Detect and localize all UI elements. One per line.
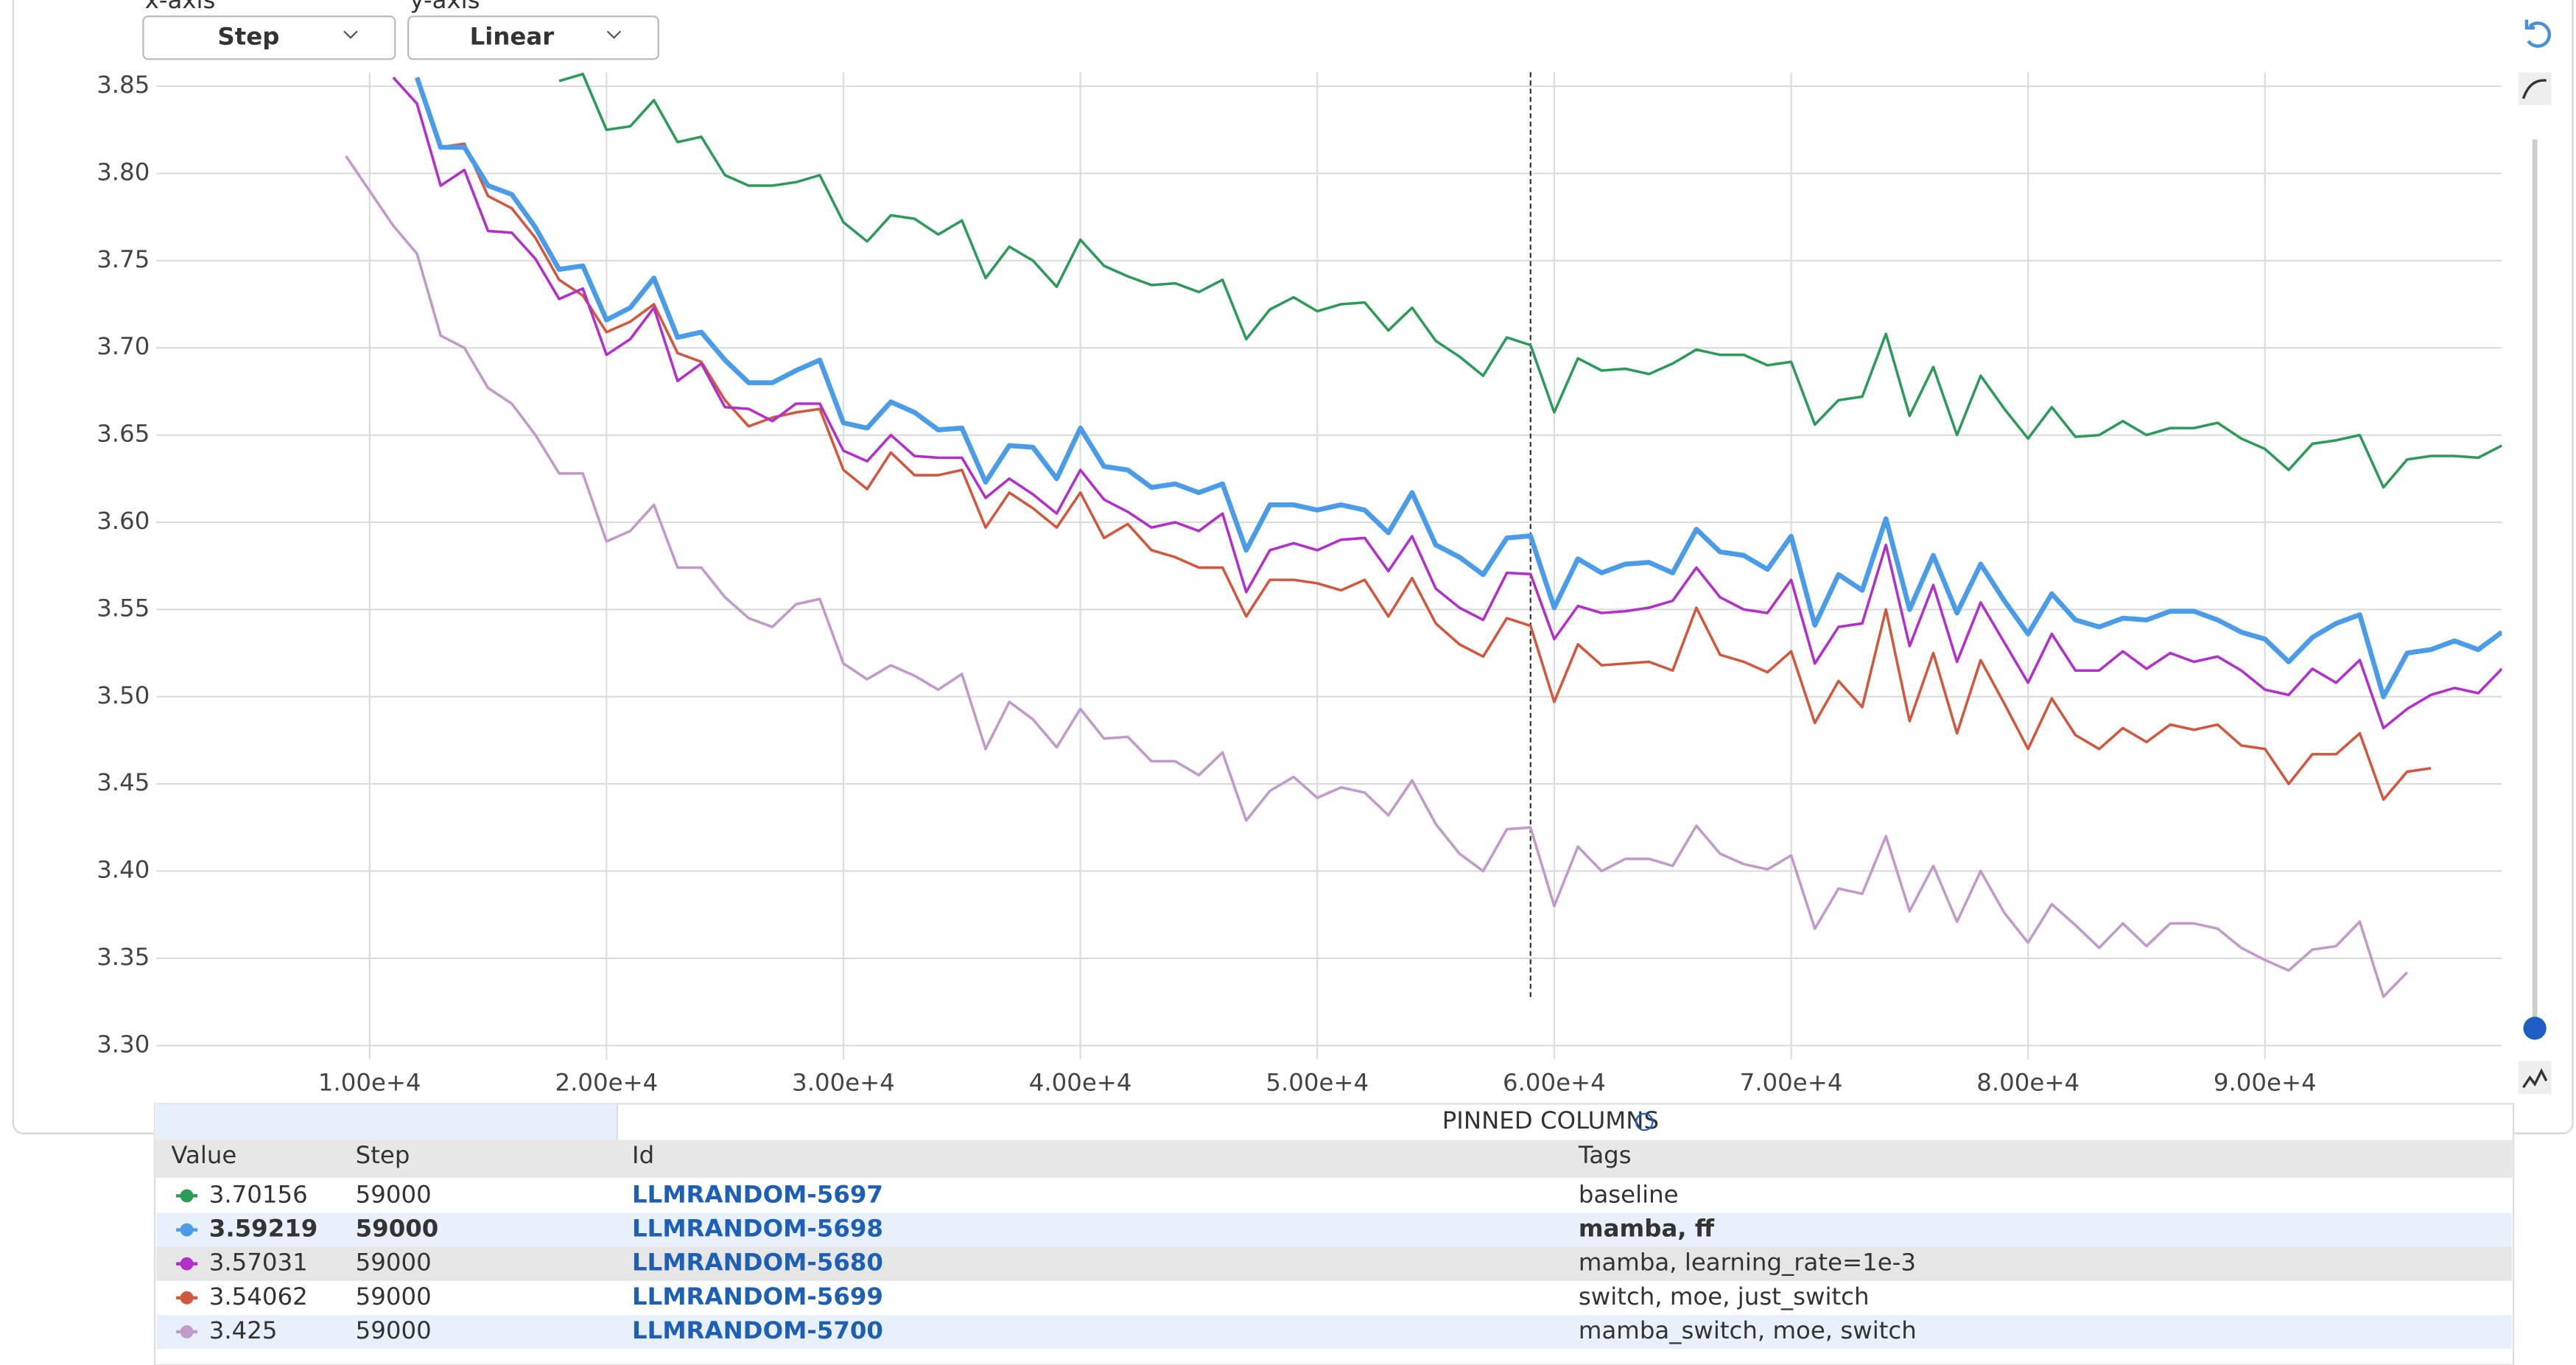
cell-value: 3.54062 <box>209 1282 308 1310</box>
header: Step <box>356 1141 410 1169</box>
header: Tags <box>1578 1141 1632 1169</box>
cell-value: 3.425 <box>209 1316 278 1344</box>
cell-id[interactable]: LLMRANDOM-5680 <box>632 1249 883 1277</box>
cell-tags: switch, moe, just_switch <box>1579 1282 1870 1310</box>
table-row: 3.57031 59000 LLMRANDOM-5680 mamba, learnin… <box>156 1246 2512 1281</box>
y-tick-label: 3.80 <box>96 158 150 186</box>
header: Value <box>171 1141 236 1169</box>
cell-step: 59000 <box>356 1282 432 1310</box>
chevron <box>343 30 358 39</box>
x-tick-label: 4.00e+4 <box>1029 1069 1132 1097</box>
cell-step: 59000 <box>356 1249 432 1277</box>
slider-handle[interactable] <box>2523 1017 2547 1040</box>
series-line <box>414 77 2502 700</box>
chevron <box>606 30 622 39</box>
y-tick-label: 3.75 <box>96 245 150 273</box>
cell-value: 3.70156 <box>209 1180 308 1208</box>
reset-icon[interactable] <box>2524 19 2551 48</box>
x-tick-label: 5.00e+4 <box>1266 1069 1369 1097</box>
smooth-icon <box>2521 79 2547 99</box>
x-axis-value: Step <box>217 22 279 50</box>
cell-id[interactable]: LLMRANDOM-5699 <box>632 1282 883 1310</box>
y-tick-label: 3.50 <box>96 681 150 709</box>
y-tick-label: 3.40 <box>96 856 150 884</box>
pinned-table: PINNED COLUMNS Value Step Id Tags 3.7015… <box>153 1103 2515 1365</box>
row-bg <box>156 1246 2512 1281</box>
legend-dot <box>180 1189 194 1203</box>
series-line <box>415 77 2432 801</box>
legend-dot <box>180 1291 194 1305</box>
series-line <box>392 77 2502 730</box>
cell-tags: mamba, ff <box>1579 1215 1715 1243</box>
y-tick-label: 3.45 <box>96 768 150 796</box>
x-axis-select[interactable] <box>142 15 396 60</box>
info-icon[interactable] <box>1635 1112 1654 1131</box>
table-row: 3.70156 59000 LLMRANDOM-5697 baseline <box>156 1179 2512 1213</box>
row-bg <box>156 1179 2512 1213</box>
y-tick-label: 3.55 <box>96 594 150 622</box>
header: Id <box>632 1141 654 1169</box>
x-axis-label: x-axis <box>145 0 216 14</box>
raw-button[interactable] <box>2518 1061 2552 1095</box>
legend-dot <box>180 1257 194 1271</box>
cell-step: 59000 <box>356 1180 432 1208</box>
table-row: 3.425 59000 LLMRANDOM-5700 mamba_switch, mo… <box>156 1314 2512 1350</box>
cell-tags: mamba, learning_rate=1e-3 <box>1579 1249 1916 1277</box>
series-line <box>345 155 2409 998</box>
x-tick-label: 7.00e+4 <box>1740 1069 1843 1097</box>
x-tick-label: 1.00e+4 <box>318 1069 421 1097</box>
x-tick-label: 9.00e+4 <box>2214 1069 2317 1097</box>
raw-icon <box>2522 1068 2548 1089</box>
cell-tags: baseline <box>1579 1180 1679 1208</box>
y-axis-select[interactable] <box>407 15 659 60</box>
cell-id[interactable]: LLMRANDOM-5697 <box>632 1180 883 1208</box>
legend-dot <box>180 1325 194 1338</box>
series-line <box>558 72 2502 489</box>
y-tick-label: 3.30 <box>96 1030 150 1058</box>
row-bg <box>156 1213 2512 1247</box>
chart-card <box>12 0 2574 1134</box>
legend-dot <box>180 1223 194 1237</box>
y-tick-label: 3.65 <box>96 420 150 448</box>
plot: 3.30 3.35 3.40 3.45 3.50 3.55 3.60 3.65 3.70 3.75… <box>96 71 2502 1097</box>
table-corner <box>155 1103 617 1140</box>
table-row: 3.54062 59000 LLMRANDOM-5699 switch, moe, j… <box>156 1280 2512 1315</box>
y-axis-label: y-axis <box>410 0 480 14</box>
y-tick-label: 3.70 <box>96 332 150 360</box>
y-tick-label: 3.85 <box>96 71 150 99</box>
x-tick-label: 8.00e+4 <box>1976 1069 2080 1097</box>
cell-tags: mamba_switch, moe, switch <box>1579 1316 1917 1344</box>
y-tick-label: 3.35 <box>96 943 150 971</box>
row-bg <box>156 1314 2512 1350</box>
x-tick-label: 3.00e+4 <box>792 1069 895 1097</box>
series-lines <box>345 72 2502 998</box>
cell-id[interactable]: LLMRANDOM-5698 <box>632 1215 883 1243</box>
cell-id[interactable]: LLMRANDOM-5700 <box>632 1316 883 1344</box>
cell-step: 59000 <box>356 1316 432 1344</box>
y-axis-value: Linear <box>470 22 555 50</box>
cell-value: 3.57031 <box>209 1249 308 1277</box>
smooth-button[interactable] <box>2518 72 2552 105</box>
header-row <box>155 1140 2514 1178</box>
x-tick-label: 6.00e+4 <box>1503 1069 1606 1097</box>
x-tick-label: 2.00e+4 <box>555 1069 658 1097</box>
cell-value: 3.59219 <box>209 1215 318 1243</box>
cell-step: 59000 <box>356 1215 439 1243</box>
row-bg <box>156 1280 2512 1315</box>
pinned-label: PINNED COLUMNS <box>1442 1106 1659 1134</box>
y-tick-label: 3.60 <box>96 507 150 535</box>
table-row: 3.59219 59000 LLMRANDOM-5698 mamba, ff <box>156 1213 2512 1247</box>
